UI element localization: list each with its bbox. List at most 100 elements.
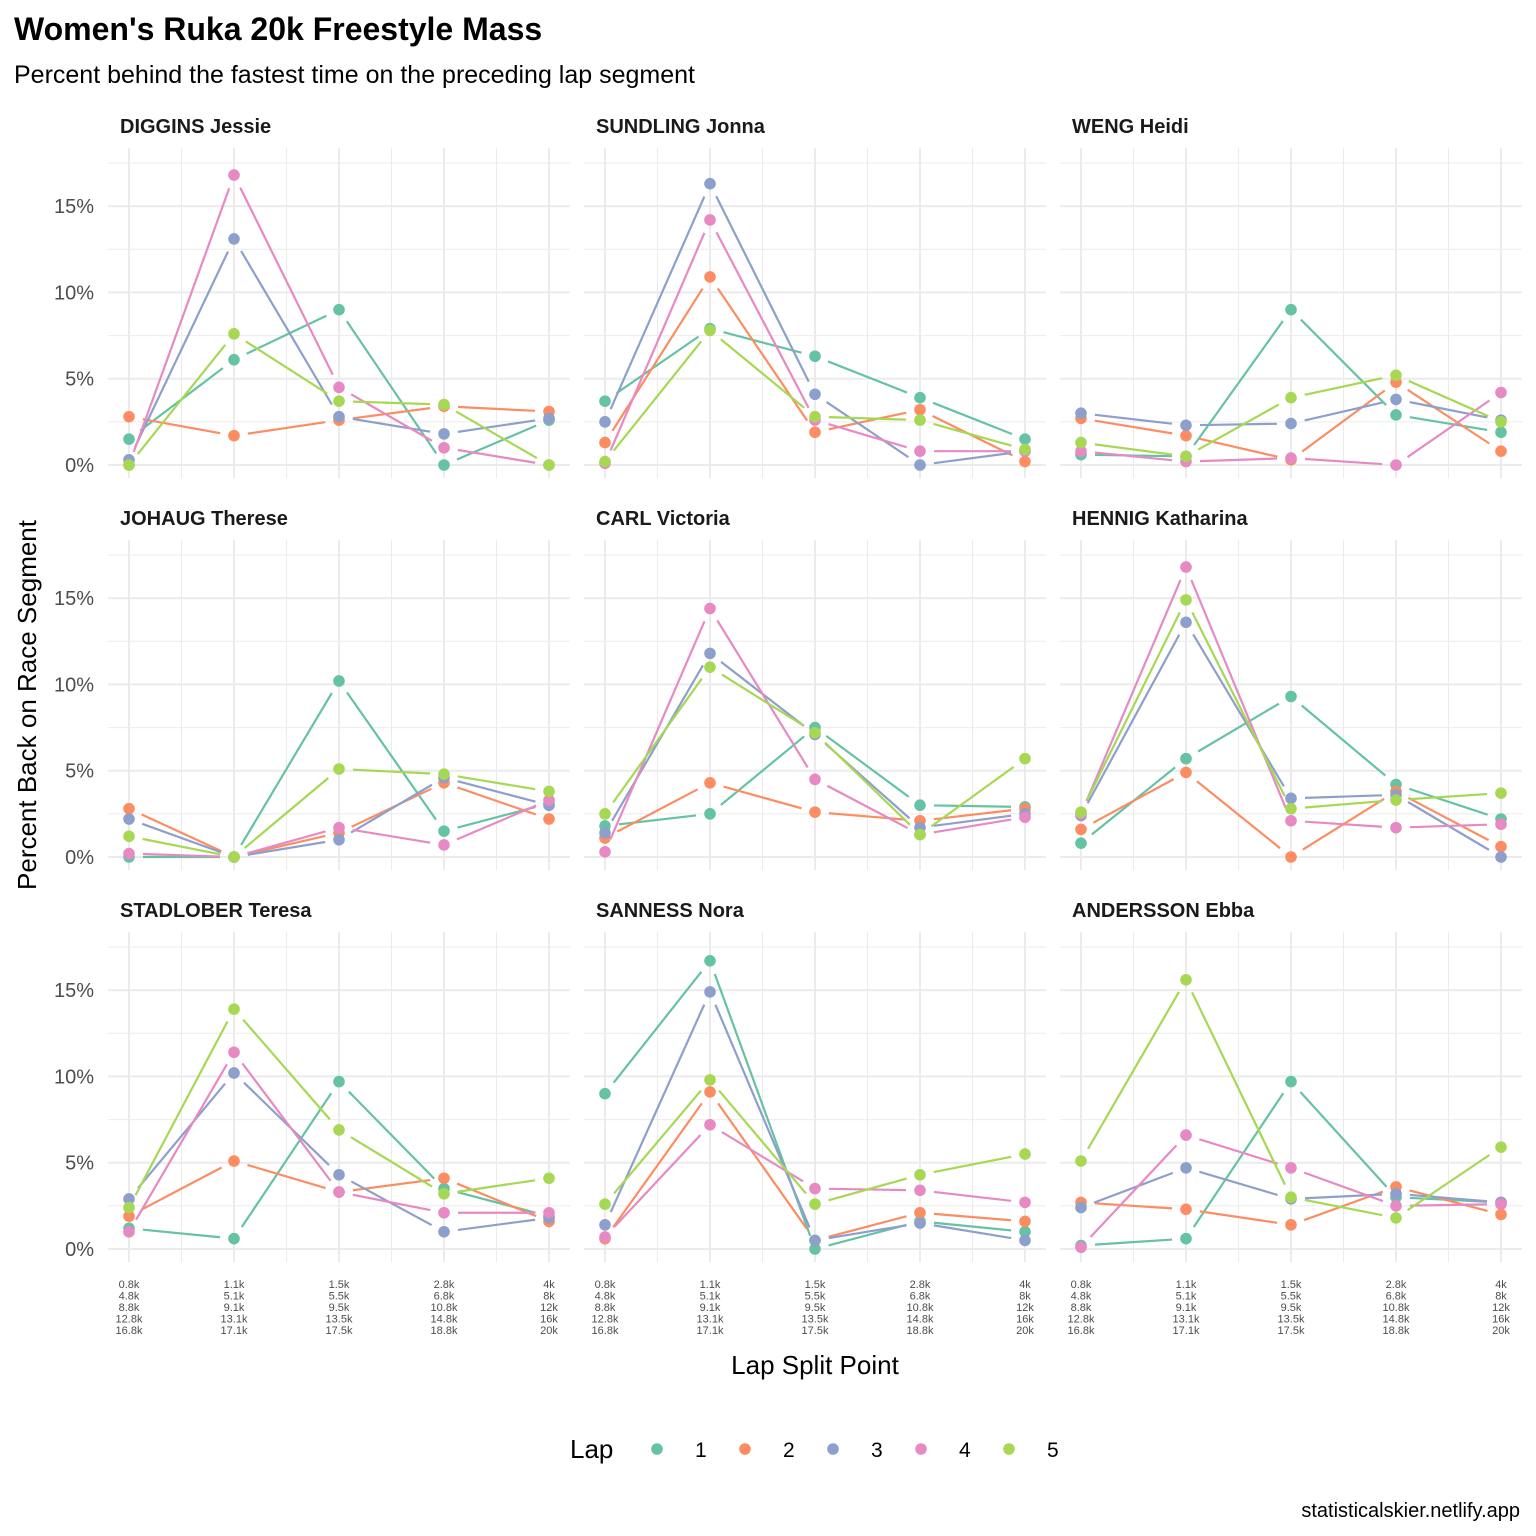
data-point [123,813,135,825]
data-point [228,1067,240,1079]
data-point [914,828,926,841]
data-point [1075,1155,1087,1167]
series-line-segment [1094,1238,1173,1246]
data-point [333,675,345,687]
data-point [1075,806,1087,818]
data-point [438,1172,450,1185]
data-point [1075,823,1087,836]
x-tick-label: 2.8k 6.8k 10.8k 14.8k 18.8k [431,1279,458,1337]
series-line-segment [723,331,802,354]
legend-key-lap-3 [827,1443,839,1455]
data-point [1285,690,1297,703]
data-point [123,433,135,445]
data-point [123,1225,135,1238]
y-tick-label: 10% [54,282,94,304]
series-line-segment [457,419,536,433]
series-line-segment [1304,457,1383,466]
data-point [599,1219,611,1231]
series-line-segment [1094,1202,1173,1210]
data-point [333,1124,345,1136]
data-point [1495,426,1507,439]
series-line-segment [1086,611,1181,801]
series-line-segment [455,410,538,459]
series-lap-5 [599,1074,1031,1210]
series-lap-4 [123,1046,555,1238]
chart-caption: statisticalskier.netlify.app [1301,1500,1520,1522]
y-tick-label: 15% [54,980,94,1002]
x-tick-label: 0.8k 4.8k 8.8k 12.8k 16.8k [116,1279,143,1337]
data-point [704,955,716,967]
x-tick-label: 4k 8k 12k 16k 20k [540,1279,558,1337]
series-line-segment [1409,1189,1488,1212]
data-point [1075,837,1087,849]
y-tick-label: 5% [65,369,94,391]
data-point [1019,1215,1031,1228]
data-point [1495,445,1507,457]
data-point [438,839,450,851]
x-tick-label: 1.5k 5.5k 9.5k 13.5k 17.5k [802,1279,829,1337]
series-line-segment [134,1020,229,1196]
data-point [1180,1129,1192,1141]
data-point [1019,433,1031,445]
data-point [704,1074,716,1086]
data-point [809,388,821,401]
series-lap-5 [1075,594,1507,818]
series-line-segment [1087,991,1180,1150]
series-line-segment [142,837,221,856]
facet-panel: JOHAUG Therese 0% 5% 10% 15% [54,508,570,870]
data-point [599,1087,611,1100]
data-point [1019,443,1031,456]
data-point [1180,561,1192,573]
facet-panels: DIGGINS Jessie 0% 5% 10% 15% SUNDLING Jonna WE… [54,116,1522,1337]
facet-panel: STADLOBER Teresa 0% 5% 10% 15% 0.8k 4.8k 8.8k 12… [54,900,570,1337]
series-line-segment [142,1228,221,1239]
series-line-segment [612,971,703,1084]
series-line-segment [346,691,437,821]
data-point [438,768,450,780]
series-line-segment [1199,1210,1278,1224]
data-point [704,271,716,283]
data-point [228,1155,240,1167]
data-point [704,1086,716,1098]
y-tick-label: 15% [54,588,94,610]
facet-strip-label: JOHAUG Therese [120,508,288,530]
legend: Lap 1 2 3 4 5 [570,1434,1059,1464]
data-point [1495,416,1507,428]
data-point [228,429,240,442]
data-point [1390,1187,1402,1200]
facet-panel: WENG Heidi [1060,116,1522,478]
data-point [123,1201,135,1214]
series-line-segment [1300,318,1387,406]
series-line-segment [612,340,703,452]
data-point [914,1184,926,1197]
data-point [1180,616,1192,629]
series-line-segment [134,251,229,448]
series-line-segment [350,783,433,834]
data-point [333,1186,345,1198]
series-line-segment [715,195,810,383]
series-line-segment [457,405,536,412]
series-line-segment [933,818,1012,834]
series-line-segment [244,777,329,849]
x-tick-label: 2.8k 6.8k 10.8k 14.8k 18.8k [1383,1279,1410,1337]
series-line-segment [828,416,907,421]
data-point [704,177,716,190]
series-lap-4 [599,602,1031,858]
data-point [809,1198,821,1210]
y-tick-label: 0% [65,455,94,477]
series-line-segment [247,830,326,855]
chart-subtitle: Percent behind the fastest time on the p… [14,61,695,89]
y-tick-label: 15% [54,196,94,218]
series-line-segment [247,1163,326,1190]
series-line-segment [1304,1198,1383,1217]
x-tick-label: 2.8k 6.8k 10.8k 14.8k 18.8k [907,1279,934,1337]
series-line-segment [612,1102,703,1228]
facet-strip-label: CARL Victoria [596,508,731,530]
series-line-segment [1409,792,1488,801]
series-line-segment [132,187,231,453]
data-point [228,169,240,181]
data-point [1180,973,1192,986]
series-line-segment [247,834,326,855]
series-line-segment [1197,702,1280,753]
data-point [1075,407,1087,420]
